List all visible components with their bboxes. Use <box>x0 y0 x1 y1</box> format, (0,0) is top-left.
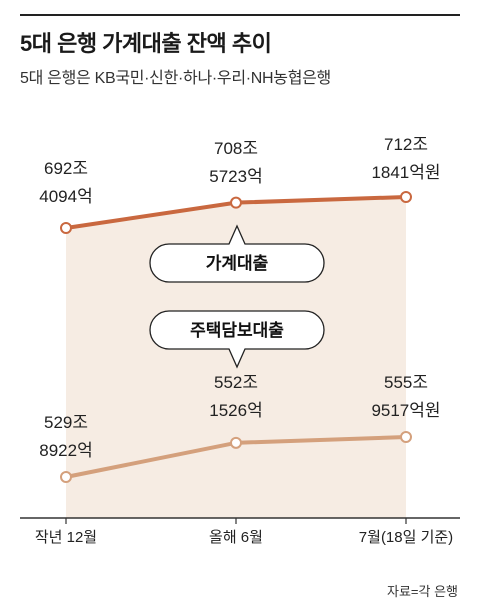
data-label: 4094억 <box>39 187 92 206</box>
x-tick-label: 작년 12월 <box>35 529 97 546</box>
series-label-household: 가계대출 <box>206 254 269 273</box>
data-label: 1841억원 <box>371 163 440 182</box>
callout-bubble <box>149 310 325 369</box>
data-label: 529조 <box>44 413 88 432</box>
data-point <box>400 431 412 443</box>
data-label: 552조 <box>214 373 258 392</box>
data-label: 9517억원 <box>371 401 440 420</box>
data-label: 692조 <box>44 159 88 178</box>
chart-title: 5대 은행 가계대출 잔액 추이 <box>20 31 272 56</box>
x-tick-label: 7월(18일 기준) <box>359 529 453 546</box>
data-point <box>60 471 72 483</box>
data-point <box>230 436 242 449</box>
data-label: 712조 <box>384 135 428 154</box>
callout-bubble <box>149 224 325 283</box>
household-series-callout: 가계대출 <box>149 224 325 283</box>
source-note: 자료=각 은행 <box>386 584 458 599</box>
mortgage-series-callout: 주택담보대출 <box>149 310 325 369</box>
data-label: 8922억 <box>39 441 92 460</box>
data-point <box>230 196 242 209</box>
data-label: 708조 <box>214 139 258 158</box>
series-label-mortgage: 주택담보대출 <box>190 321 284 340</box>
title-rule <box>20 14 460 16</box>
data-label: 555조 <box>384 373 428 392</box>
x-tick-label: 올해 6월 <box>209 529 263 546</box>
data-point <box>60 222 72 234</box>
data-label: 1526억 <box>209 401 262 420</box>
chart-subtitle: 5대 은행은 KB국민·신한·하나·우리·NH농협은행 <box>20 70 331 87</box>
data-label: 5723억 <box>209 167 262 186</box>
data-point <box>400 191 412 203</box>
